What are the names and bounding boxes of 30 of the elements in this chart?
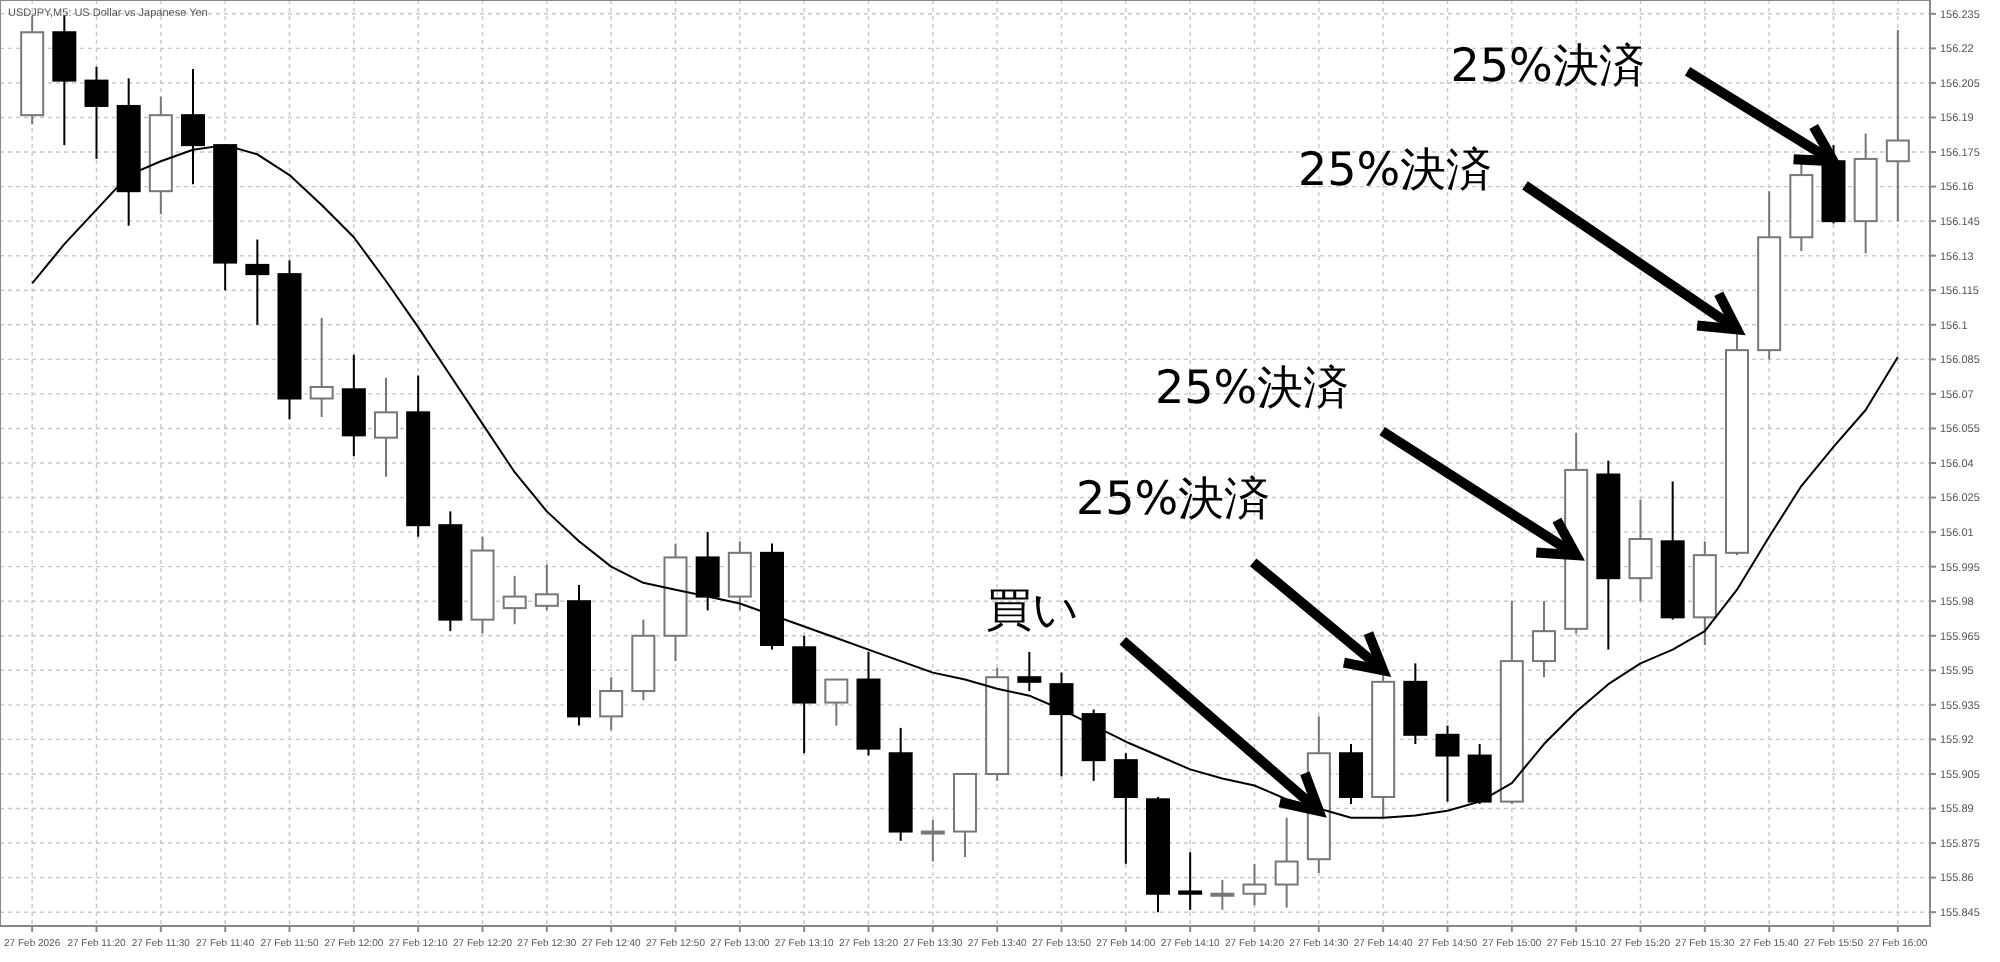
candlestick [824,678,849,727]
candlestick [1017,650,1042,693]
candlestick [502,574,527,626]
annotation: 25%決済 [1155,363,1350,416]
annotation: 買い [985,584,1080,637]
candlestick [1885,28,1910,223]
candlestick [245,238,270,326]
candlestick [1532,600,1556,679]
candlestick [374,376,398,478]
candlestick [309,316,334,418]
candlestick [599,676,624,732]
annotation: 25%決済 [1450,41,1645,94]
candlestick [1628,498,1653,603]
candlestick [1081,708,1106,782]
candlestick [1049,671,1074,778]
candlestick [727,540,752,612]
candlestick [84,65,109,160]
candlestick [920,819,945,863]
candlestick [1210,878,1235,911]
candlestick [1178,851,1203,911]
annotation: 25%決済 [1297,145,1493,198]
candlestick [1242,862,1267,907]
candlestick [341,353,366,458]
candlestick [695,531,720,612]
candlestick [1339,743,1363,805]
candlestick [534,563,559,612]
annotation: 25%決済 [1076,474,1271,527]
candlestick [1274,816,1299,909]
candlestick [1467,743,1492,805]
candlestick [1435,724,1460,803]
